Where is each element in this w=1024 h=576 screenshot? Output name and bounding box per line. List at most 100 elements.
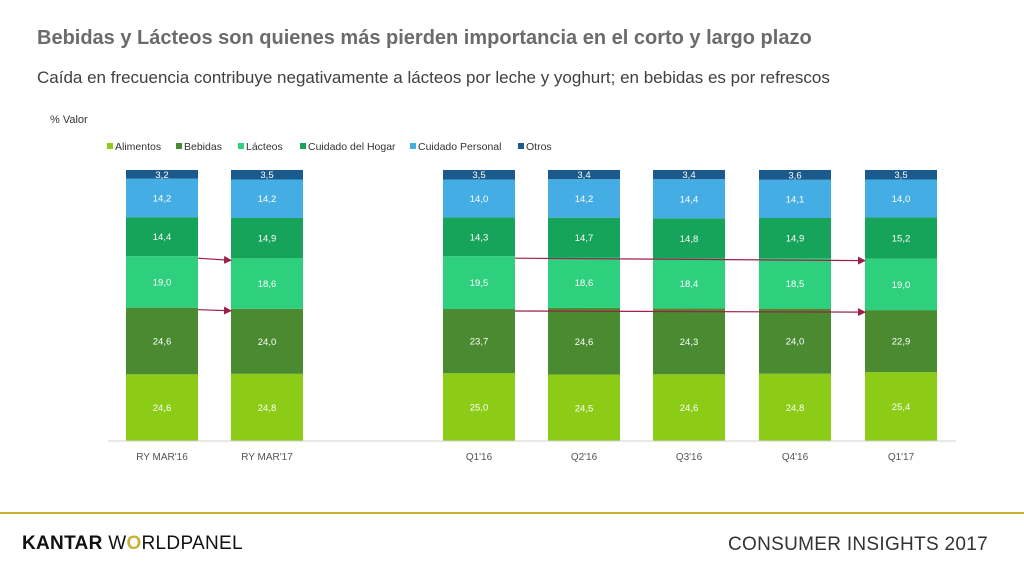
bar-alimentos-1 bbox=[231, 373, 303, 441]
bar-cuidado-del-hogar-3 bbox=[548, 217, 620, 258]
bar-cuidado-del-hogar-2 bbox=[443, 217, 515, 257]
x-tick-label-6: Q1'17 bbox=[888, 452, 915, 463]
data-label-otros-0: 3,2 bbox=[155, 170, 168, 181]
bar-lacteos-3 bbox=[548, 257, 620, 308]
bar-lacteos-5 bbox=[759, 258, 831, 309]
data-label-otros-4: 3,4 bbox=[682, 170, 695, 181]
bar-cuidado-personal-2 bbox=[443, 179, 515, 218]
data-label-lacteos-6: 19,0 bbox=[892, 280, 911, 291]
bar-cuidado-personal-6 bbox=[865, 179, 937, 218]
data-label-cuidado-del-hogar-3: 14,7 bbox=[575, 233, 594, 244]
bar-bebidas-0 bbox=[126, 307, 198, 375]
bar-otros-1 bbox=[231, 170, 303, 180]
legend-swatch-alimentos bbox=[107, 143, 113, 149]
trend-arrow-lacteos-2 bbox=[514, 256, 866, 265]
bar-alimentos-0 bbox=[126, 374, 198, 441]
bar-bebidas-6 bbox=[865, 310, 937, 373]
data-label-lacteos-4: 18,4 bbox=[680, 279, 699, 290]
bar-lacteos-6 bbox=[865, 258, 937, 311]
data-label-cuidado-personal-0: 14,2 bbox=[153, 193, 172, 204]
legend-swatch-lacteos bbox=[238, 143, 244, 149]
bar-otros-3 bbox=[548, 170, 620, 180]
data-label-cuidado-del-hogar-2: 14,3 bbox=[470, 232, 489, 243]
data-label-alimentos-4: 24,6 bbox=[680, 403, 699, 414]
bar-lacteos-2 bbox=[443, 256, 515, 310]
data-label-otros-5: 3,6 bbox=[788, 170, 801, 181]
x-tick-label-1: RY MAR'17 bbox=[241, 452, 293, 463]
data-label-cuidado-del-hogar-6: 15,2 bbox=[892, 234, 911, 245]
bar-alimentos-3 bbox=[548, 374, 620, 441]
y-axis-label: % Valor bbox=[50, 114, 88, 126]
data-label-alimentos-5: 24,8 bbox=[786, 403, 805, 414]
bar-lacteos-1 bbox=[231, 258, 303, 309]
data-label-bebidas-0: 24,6 bbox=[153, 337, 172, 348]
legend-label-otros: Otros bbox=[526, 141, 552, 153]
x-tick-label-2: Q1'16 bbox=[466, 452, 493, 463]
brand-worldpanel-w: W bbox=[108, 533, 127, 554]
x-tick-label-4: Q3'16 bbox=[676, 452, 703, 463]
data-label-otros-2: 3,5 bbox=[472, 170, 485, 181]
data-label-bebidas-3: 24,6 bbox=[575, 337, 594, 348]
legend-label-bebidas: Bebidas bbox=[184, 141, 222, 153]
bar-cuidado-personal-4 bbox=[653, 179, 725, 219]
data-label-otros-1: 3,5 bbox=[260, 170, 273, 181]
data-label-alimentos-0: 24,6 bbox=[153, 403, 172, 414]
brand-logo: KANTAR WORLDPANEL bbox=[22, 533, 243, 555]
data-label-bebidas-4: 24,3 bbox=[680, 337, 699, 348]
bar-bebidas-3 bbox=[548, 307, 620, 375]
x-tick-label-3: Q2'16 bbox=[571, 452, 598, 463]
bar-cuidado-personal-5 bbox=[759, 179, 831, 219]
bar-cuidado-personal-1 bbox=[231, 179, 303, 218]
legend-swatch-otros bbox=[518, 143, 524, 149]
legend-label-cuidado-del-hogar: Cuidado del Hogar bbox=[308, 141, 396, 153]
bar-lacteos-0 bbox=[126, 256, 198, 308]
data-label-cuidado-del-hogar-0: 14,4 bbox=[153, 232, 172, 243]
bar-otros-2 bbox=[443, 170, 515, 180]
data-label-lacteos-3: 18,6 bbox=[575, 278, 594, 289]
brand-o-icon: O bbox=[126, 533, 142, 554]
stacked-bar-chart: Alimentos Bebidas Lácteos Cuidado del Hogar… bbox=[107, 141, 956, 463]
bar-cuidado-del-hogar-1 bbox=[231, 217, 303, 259]
bar-alimentos-5 bbox=[759, 373, 831, 441]
data-label-alimentos-1: 24,8 bbox=[258, 403, 277, 414]
data-label-cuidado-personal-4: 14,4 bbox=[680, 194, 699, 205]
x-axis-ticks: RY MAR'16 RY MAR'17 Q1'16 Q2'16 Q3'16 Q4'16 Q1… bbox=[136, 452, 914, 463]
legend-swatch-cuidado-del-hogar bbox=[300, 143, 306, 149]
page-subtitle: Caída en frecuencia contribuye negativam… bbox=[37, 68, 830, 87]
data-label-cuidado-personal-6: 14,0 bbox=[892, 194, 911, 205]
legend-label-alimentos: Alimentos bbox=[115, 141, 161, 153]
data-label-lacteos-0: 19,0 bbox=[153, 277, 172, 288]
bars-group: 24,6 24,6 19,0 14,4 14,2 3,2 24,8 24,0 18,6 14,9 1… bbox=[126, 170, 937, 441]
data-label-cuidado-del-hogar-5: 14,9 bbox=[786, 234, 805, 245]
data-label-cuidado-personal-3: 14,2 bbox=[575, 194, 594, 205]
bar-lacteos-4 bbox=[653, 258, 725, 309]
legend-swatch-bebidas bbox=[176, 143, 182, 149]
bar-otros-6 bbox=[865, 170, 937, 180]
trend-arrow-bebidas-3 bbox=[514, 308, 866, 317]
trend-arrow-lacteos-0 bbox=[197, 255, 232, 264]
bar-alimentos-6 bbox=[865, 372, 937, 441]
page-title: Bebidas y Lácteos son quienes más pierde… bbox=[37, 27, 812, 49]
bar-cuidado-del-hogar-5 bbox=[759, 218, 831, 259]
data-label-cuidado-del-hogar-4: 14,8 bbox=[680, 234, 699, 245]
x-tick-label-0: RY MAR'16 bbox=[136, 452, 188, 463]
data-label-cuidado-personal-5: 14,1 bbox=[786, 194, 805, 205]
bar-bebidas-2 bbox=[443, 309, 515, 374]
bar-bebidas-1 bbox=[231, 308, 303, 374]
bar-cuidado-del-hogar-4 bbox=[653, 218, 725, 259]
data-label-bebidas-5: 24,0 bbox=[786, 337, 805, 348]
data-label-bebidas-2: 23,7 bbox=[470, 337, 489, 348]
legend-swatch-cuidado-personal bbox=[410, 143, 416, 149]
data-label-cuidado-personal-1: 14,2 bbox=[258, 194, 277, 205]
bar-otros-4 bbox=[653, 170, 725, 180]
chart-legend: Alimentos Bebidas Lácteos Cuidado del Hogar… bbox=[107, 141, 552, 153]
event-name: CONSUMER INSIGHTS 2017 bbox=[728, 534, 988, 555]
bar-cuidado-personal-3 bbox=[548, 179, 620, 218]
trend-arrow-bebidas-1 bbox=[197, 306, 232, 315]
data-label-lacteos-5: 18,5 bbox=[786, 279, 805, 290]
legend-label-lacteos: Lácteos bbox=[246, 141, 283, 153]
bar-bebidas-4 bbox=[653, 308, 725, 375]
bar-bebidas-5 bbox=[759, 308, 831, 374]
bar-cuidado-del-hogar-6 bbox=[865, 217, 937, 259]
data-label-alimentos-3: 24,5 bbox=[575, 403, 594, 414]
